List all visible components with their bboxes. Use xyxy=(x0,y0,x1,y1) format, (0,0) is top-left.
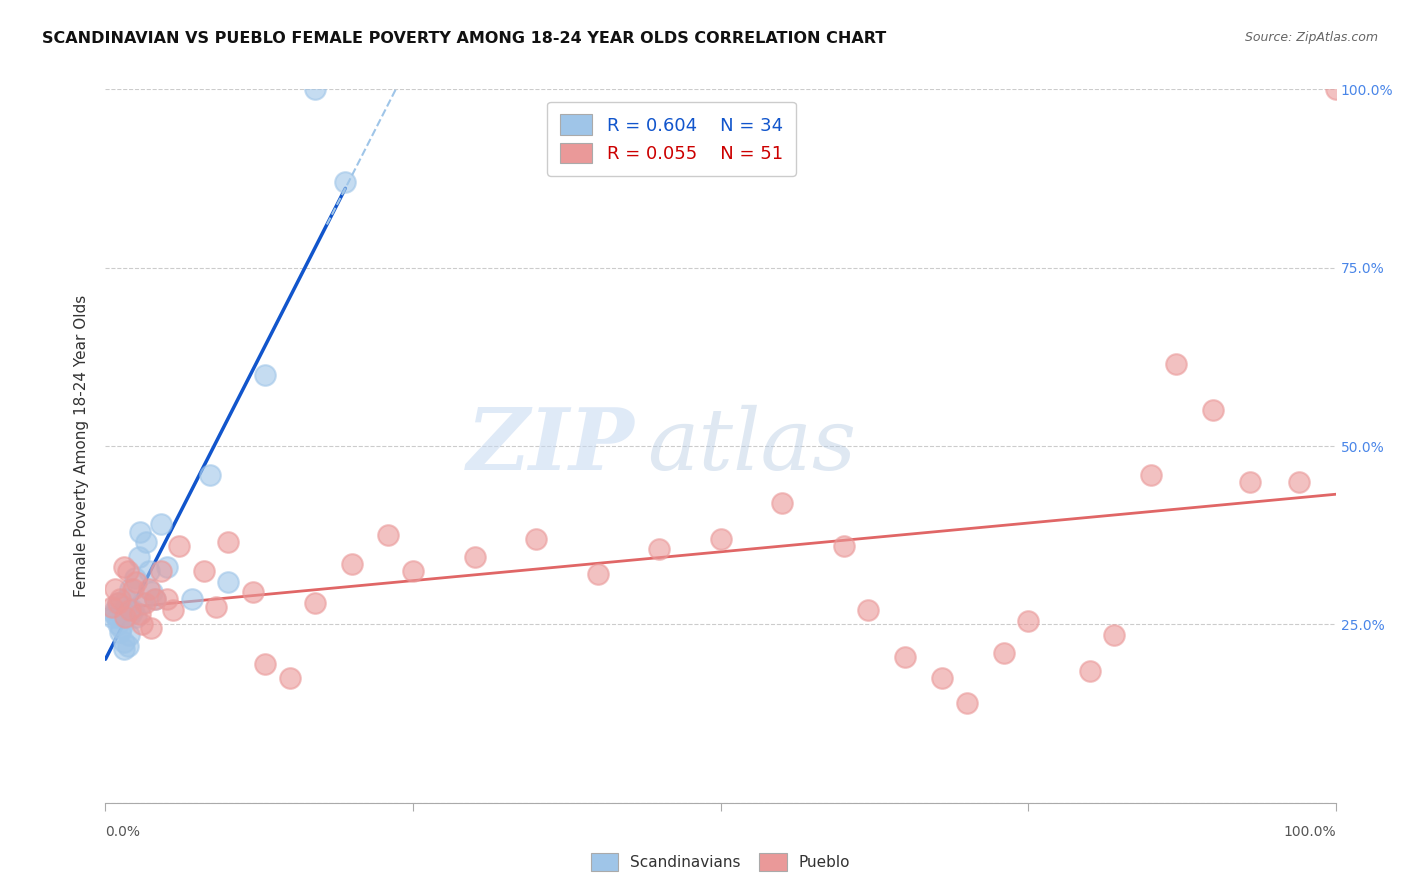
Point xyxy=(149,517,172,532)
Point xyxy=(1078,664,1101,678)
Point xyxy=(254,368,277,382)
Point xyxy=(138,582,160,596)
Point xyxy=(198,467,221,482)
Point xyxy=(124,571,146,585)
Y-axis label: Female Poverty Among 18-24 Year Olds: Female Poverty Among 18-24 Year Olds xyxy=(75,295,90,597)
Point xyxy=(105,610,128,624)
Point xyxy=(156,592,179,607)
Point xyxy=(254,657,277,671)
Point xyxy=(120,607,142,621)
Point xyxy=(131,617,153,632)
Point xyxy=(1017,614,1039,628)
Point xyxy=(117,564,139,578)
Point xyxy=(1140,467,1163,482)
Point xyxy=(993,646,1015,660)
Point xyxy=(100,610,122,624)
Point xyxy=(131,596,153,610)
Point xyxy=(524,532,547,546)
Point xyxy=(156,560,179,574)
Point xyxy=(1102,628,1125,642)
Point xyxy=(956,696,979,710)
Point xyxy=(304,596,326,610)
Point xyxy=(135,535,157,549)
Point xyxy=(1164,357,1187,371)
Point xyxy=(1288,475,1310,489)
Point xyxy=(304,82,326,96)
Point xyxy=(121,603,143,617)
Point xyxy=(112,560,135,574)
Point xyxy=(125,610,148,624)
Point xyxy=(143,592,166,607)
Point xyxy=(114,603,136,617)
Point xyxy=(103,607,125,621)
Point xyxy=(120,582,141,596)
Point xyxy=(1239,475,1261,489)
Point xyxy=(104,582,127,596)
Point xyxy=(107,596,129,610)
Point xyxy=(586,567,609,582)
Point xyxy=(129,607,152,621)
Legend: Scandinavians, Pueblo: Scandinavians, Pueblo xyxy=(585,847,856,877)
Point xyxy=(118,628,141,642)
Point xyxy=(107,617,129,632)
Point xyxy=(128,549,150,564)
Point xyxy=(107,596,129,610)
Point xyxy=(110,621,132,635)
Point xyxy=(149,564,172,578)
Point xyxy=(162,603,184,617)
Point xyxy=(218,535,240,549)
Text: Source: ZipAtlas.com: Source: ZipAtlas.com xyxy=(1244,31,1378,45)
Point xyxy=(114,610,136,624)
Point xyxy=(205,599,228,614)
Point xyxy=(100,599,122,614)
Point xyxy=(169,539,191,553)
Point xyxy=(770,496,793,510)
Point xyxy=(278,671,301,685)
Point xyxy=(104,603,127,617)
Text: atlas: atlas xyxy=(647,405,856,487)
Point xyxy=(129,524,152,539)
Point xyxy=(125,574,148,589)
Point xyxy=(139,621,162,635)
Point xyxy=(340,557,363,571)
Point xyxy=(858,603,880,617)
Point xyxy=(120,603,141,617)
Point xyxy=(193,564,215,578)
Text: 100.0%: 100.0% xyxy=(1284,825,1336,839)
Point xyxy=(134,596,156,610)
Point xyxy=(1202,403,1225,417)
Text: 0.0%: 0.0% xyxy=(105,825,141,839)
Point xyxy=(402,564,425,578)
Point xyxy=(931,671,953,685)
Text: ZIP: ZIP xyxy=(467,404,634,488)
Point xyxy=(377,528,399,542)
Point xyxy=(894,649,917,664)
Point xyxy=(218,574,240,589)
Point xyxy=(1324,82,1347,96)
Point xyxy=(464,549,486,564)
Point xyxy=(121,582,143,596)
Point xyxy=(141,585,163,599)
Point xyxy=(648,542,671,557)
Point xyxy=(112,635,135,649)
Point xyxy=(710,532,733,546)
Point xyxy=(112,642,135,657)
Point xyxy=(110,592,132,607)
Point xyxy=(115,592,138,607)
Point xyxy=(138,564,160,578)
Point xyxy=(242,585,264,599)
Point xyxy=(832,539,855,553)
Point xyxy=(335,175,357,189)
Point xyxy=(143,592,166,607)
Text: SCANDINAVIAN VS PUEBLO FEMALE POVERTY AMONG 18-24 YEAR OLDS CORRELATION CHART: SCANDINAVIAN VS PUEBLO FEMALE POVERTY AM… xyxy=(42,31,886,46)
Point xyxy=(180,592,202,607)
Point xyxy=(110,624,132,639)
Point xyxy=(117,639,139,653)
